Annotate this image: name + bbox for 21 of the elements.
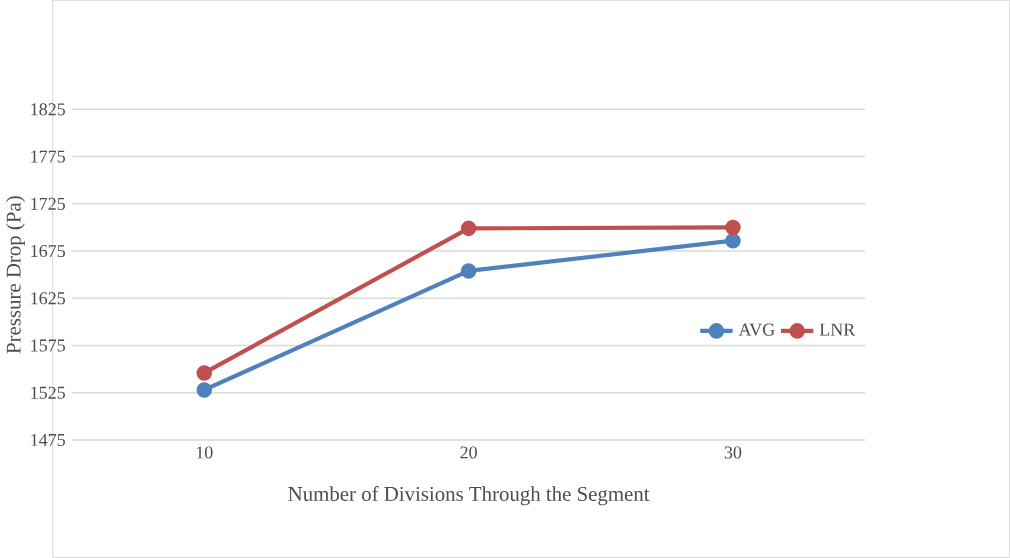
point <box>460 220 477 237</box>
legend-label: AVG <box>738 323 775 336</box>
point <box>725 232 741 249</box>
y-tick-label: 1725 <box>31 197 65 210</box>
y-axis-title: Pressure Drop (Pa) <box>6 196 25 354</box>
point <box>196 365 213 381</box>
y-tick-label: 1625 <box>31 292 65 305</box>
x-tick-label: 20 <box>460 446 477 459</box>
point <box>460 263 477 279</box>
y-tick-label: 1775 <box>31 150 65 163</box>
y-tick-label: 1575 <box>31 339 65 352</box>
y-tick-label: 1525 <box>31 386 65 399</box>
point <box>725 219 741 236</box>
y-tick-label: 1825 <box>31 103 65 116</box>
y-tick-label: 1675 <box>31 245 65 258</box>
y-tick-label: 1475 <box>31 434 65 447</box>
x-axis-title: Number of Divisions Through the Segment <box>288 486 650 506</box>
legend-label: LNR <box>819 323 856 336</box>
x-tick-label: 30 <box>724 446 742 459</box>
point <box>196 382 213 398</box>
x-tick-label: 10 <box>196 446 213 459</box>
